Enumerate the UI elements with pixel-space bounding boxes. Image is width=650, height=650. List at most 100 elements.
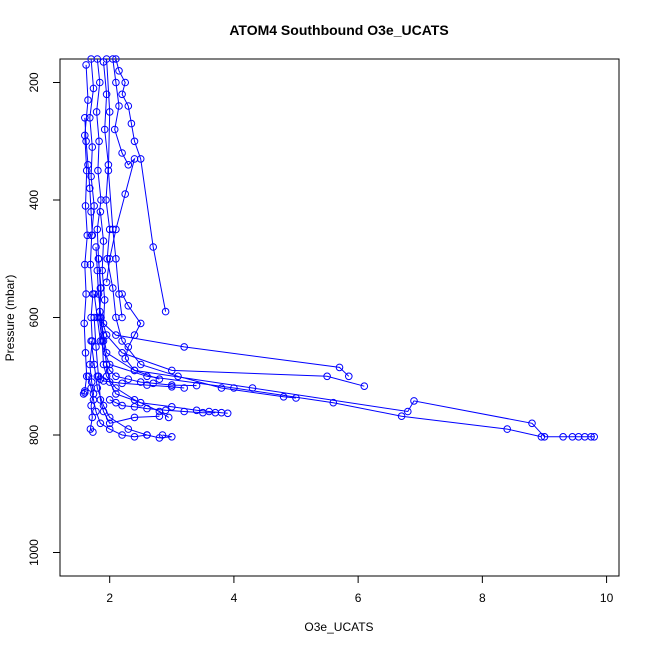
series-19 (118, 290, 164, 384)
series-line (93, 317, 160, 424)
series-16 (90, 313, 164, 428)
data-point (118, 337, 126, 345)
data-point (180, 407, 188, 416)
data-point (248, 384, 257, 392)
data-point (528, 419, 536, 428)
series-line (106, 58, 136, 283)
data-point (112, 55, 120, 63)
x-tick-label: 6 (355, 591, 362, 605)
series-2 (79, 61, 92, 398)
data-point (112, 78, 120, 87)
data-point (130, 137, 139, 146)
data-point (217, 384, 226, 392)
y-tick-label: 800 (27, 425, 41, 445)
data-point (93, 266, 102, 275)
data-point (93, 55, 102, 63)
y-tick-label: 1000 (27, 539, 41, 566)
data-point (345, 372, 353, 381)
data-point (118, 90, 126, 99)
data-point (537, 433, 546, 441)
data-point (102, 55, 111, 63)
data-point (97, 284, 105, 292)
data-point (124, 425, 133, 433)
data-point (149, 243, 157, 251)
data-point (92, 108, 101, 116)
data-point (102, 196, 110, 204)
data-point (503, 425, 512, 433)
data-point (104, 166, 113, 175)
data-point (99, 377, 108, 385)
data-point (105, 366, 114, 375)
data-point (84, 161, 92, 169)
data-point (84, 96, 92, 104)
data-point (180, 343, 188, 351)
series-line (103, 61, 297, 399)
data-point (127, 119, 136, 128)
data-point (115, 67, 123, 75)
x-axis: 2 4 6 8 10 (106, 575, 614, 605)
series-line (99, 211, 350, 377)
plot-frame (59, 58, 620, 577)
data-point (81, 349, 90, 357)
data-point (97, 196, 105, 204)
data-point (96, 396, 105, 404)
y-axis: 200 400 600 800 1000 (27, 72, 61, 566)
data-point (130, 403, 139, 411)
data-point (118, 290, 126, 298)
data-point (99, 407, 108, 416)
data-point (90, 313, 98, 322)
data-point (168, 366, 176, 375)
data-point (81, 260, 89, 269)
data-point (223, 409, 232, 418)
data-point (79, 390, 88, 398)
data-point (94, 372, 103, 381)
series-15 (105, 396, 220, 417)
series-line (106, 58, 123, 318)
series-line (96, 58, 169, 418)
data-point (118, 401, 126, 410)
data-point (360, 382, 369, 391)
data-point (99, 401, 108, 410)
data-point (87, 384, 95, 392)
y-axis-label: Pressure (mbar) (3, 275, 17, 362)
data-point (161, 307, 170, 316)
data-point (81, 114, 89, 122)
data-point (124, 302, 133, 310)
series-layer (79, 55, 599, 442)
data-point (136, 155, 145, 163)
data-point (92, 243, 100, 251)
series-17 (81, 114, 97, 240)
data-point (96, 78, 104, 87)
data-point (335, 363, 344, 372)
series-8 (94, 254, 599, 441)
data-point (90, 290, 98, 298)
data-point (96, 419, 105, 428)
data-point (124, 343, 133, 351)
x-tick-label: 8 (479, 591, 486, 605)
data-point (99, 337, 108, 345)
data-point (121, 190, 129, 198)
data-point (84, 372, 93, 381)
data-point (329, 398, 338, 407)
data-point (92, 343, 100, 351)
data-point (100, 296, 109, 304)
data-point (105, 396, 114, 404)
data-point (155, 412, 164, 421)
y-tick-label: 600 (27, 307, 41, 327)
data-point (404, 407, 412, 416)
data-point (93, 225, 102, 234)
data-point (112, 372, 120, 381)
data-point (587, 433, 595, 441)
data-point (89, 428, 97, 436)
y-tick-label: 200 (27, 72, 41, 92)
data-point (192, 406, 201, 415)
data-point (112, 254, 120, 263)
data-point (161, 406, 170, 415)
data-point (92, 407, 100, 416)
data-point (82, 290, 90, 298)
data-point (121, 354, 129, 363)
data-point (87, 208, 95, 216)
data-point (96, 208, 105, 216)
series-line (98, 258, 595, 438)
